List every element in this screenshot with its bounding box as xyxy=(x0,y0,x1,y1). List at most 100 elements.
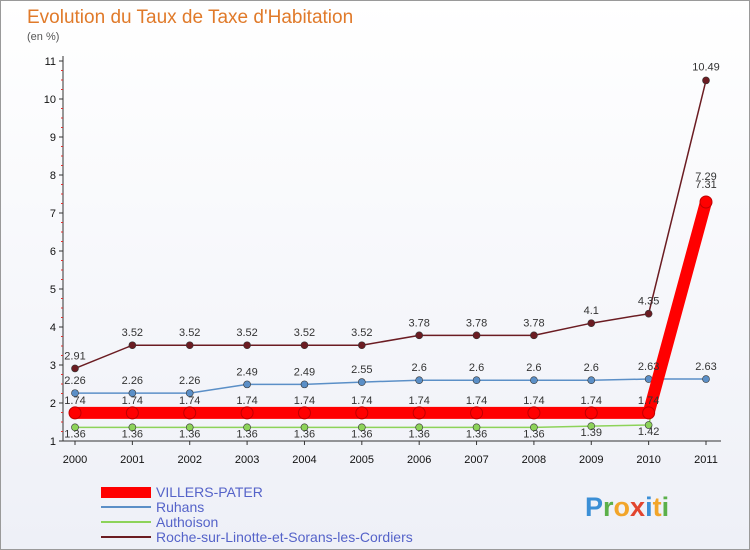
data-point xyxy=(587,422,596,430)
data-point xyxy=(128,341,137,350)
legend-label: VILLERS-PATER xyxy=(156,484,263,500)
y-tick-label: 5 xyxy=(50,284,56,296)
data-label: 1.36 xyxy=(523,428,544,440)
x-tick-label: 2004 xyxy=(292,454,316,466)
data-label: 7.29 xyxy=(695,171,716,183)
data-label: 1.36 xyxy=(466,428,487,440)
legend-label: Roche-sur-Linotte-et-Sorans-les-Cordiers xyxy=(156,529,413,545)
data-label: 10.49 xyxy=(692,61,720,73)
data-point xyxy=(472,376,481,385)
data-label: 3.78 xyxy=(523,317,544,329)
data-point xyxy=(527,406,541,420)
data-label: 2.63 xyxy=(695,361,716,373)
data-label: 1.74 xyxy=(236,395,257,407)
data-point xyxy=(300,423,309,432)
data-label: 1.36 xyxy=(408,428,429,440)
data-label: 3.52 xyxy=(294,327,315,339)
data-label: 3.78 xyxy=(466,317,487,329)
x-tick-label: 2003 xyxy=(235,454,259,466)
series-line xyxy=(74,80,707,370)
data-label: 7.31 xyxy=(695,179,716,191)
data-label: 3.52 xyxy=(236,327,257,339)
legend-swatch xyxy=(101,521,151,523)
data-label: 1.74 xyxy=(466,395,487,407)
data-label: 1.74 xyxy=(523,395,544,407)
data-point xyxy=(470,406,484,420)
chart-title: Evolution du Taux de Taxe d'Habitation xyxy=(27,7,354,28)
data-label: 2.6 xyxy=(526,362,541,374)
x-tick-label: 2010 xyxy=(636,454,660,466)
y-tick-label: 9 xyxy=(50,132,56,144)
data-point xyxy=(472,331,481,340)
data-label: 1.74 xyxy=(638,395,659,407)
y-tick-label: 6 xyxy=(50,246,56,258)
data-label: 1.36 xyxy=(64,428,85,440)
data-point xyxy=(300,380,309,389)
data-label: 1.74 xyxy=(64,395,85,407)
data-label: 2.49 xyxy=(294,366,315,378)
data-point xyxy=(415,376,423,385)
data-label: 2.6 xyxy=(412,362,427,374)
data-label: 2.26 xyxy=(179,375,200,387)
data-point xyxy=(355,406,369,420)
data-label: 3.52 xyxy=(122,327,143,339)
data-point xyxy=(125,406,139,420)
data-label: 2.26 xyxy=(64,375,85,387)
x-tick-label: 2001 xyxy=(120,454,144,466)
x-tick-label: 2011 xyxy=(694,454,718,466)
x-tick-label: 2000 xyxy=(63,454,87,466)
data-point xyxy=(702,375,710,383)
data-label: 2.49 xyxy=(236,366,257,378)
data-label: 1.74 xyxy=(351,395,372,407)
y-tick-label: 7 xyxy=(50,208,56,220)
data-label: 1.74 xyxy=(179,395,200,407)
data-label: 4.35 xyxy=(638,296,659,308)
data-point xyxy=(243,341,251,350)
data-label: 4.1 xyxy=(584,305,599,317)
legend-swatch xyxy=(101,487,151,498)
data-point xyxy=(415,423,423,432)
data-label: 2.63 xyxy=(638,361,659,373)
data-point xyxy=(243,380,251,389)
y-tick-label: 1 xyxy=(50,436,56,448)
data-point xyxy=(300,341,309,350)
y-tick-label: 8 xyxy=(50,170,56,182)
data-label: 2.6 xyxy=(584,362,599,374)
data-point xyxy=(297,406,311,420)
data-label: 1.36 xyxy=(351,428,372,440)
data-point xyxy=(358,378,366,386)
data-label: 1.36 xyxy=(236,428,257,440)
data-label: 3.78 xyxy=(408,317,429,329)
data-label: 1.42 xyxy=(638,426,659,438)
data-point xyxy=(699,195,713,209)
data-label: 2.55 xyxy=(351,364,372,376)
proxiti-logo: Proxiti xyxy=(585,492,670,522)
x-tick-label: 2008 xyxy=(522,454,546,466)
data-point xyxy=(642,406,656,420)
data-point xyxy=(530,331,538,340)
data-point xyxy=(71,364,79,373)
data-point xyxy=(128,389,137,397)
data-point xyxy=(71,423,79,432)
data-point xyxy=(243,423,251,432)
y-tick-label: 3 xyxy=(50,360,56,372)
data-label: 1.39 xyxy=(581,427,602,439)
data-point xyxy=(530,423,538,432)
data-point xyxy=(587,319,596,328)
data-point xyxy=(472,423,481,432)
data-point xyxy=(240,406,254,420)
data-point xyxy=(702,76,710,85)
x-tick-label: 2005 xyxy=(350,454,374,466)
data-point xyxy=(358,341,366,350)
data-label: 1.36 xyxy=(122,428,143,440)
data-label: 1.74 xyxy=(581,395,602,407)
data-label: 3.52 xyxy=(351,327,372,339)
data-point xyxy=(183,406,197,420)
data-point xyxy=(644,421,653,429)
x-tick-label: 2006 xyxy=(407,454,431,466)
data-label: 1.74 xyxy=(122,395,143,407)
data-label: 1.74 xyxy=(408,395,429,407)
x-tick-label: 2007 xyxy=(464,454,488,466)
data-point xyxy=(530,376,538,385)
